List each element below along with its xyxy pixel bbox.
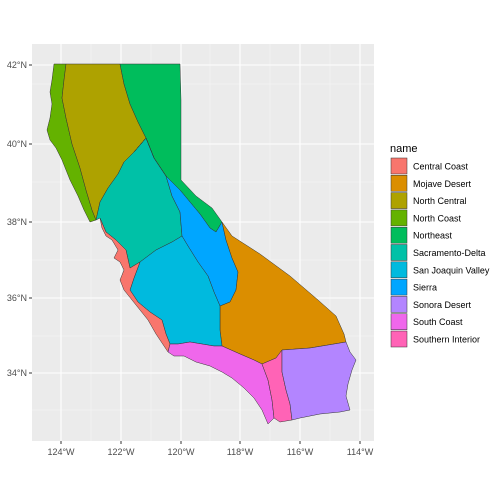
legend: name Central Coast Mojave Desert North Cen… [390,143,490,348]
region-central-coast [99,217,171,353]
y-axis: 34°N 36°N 38°N 40°N 42°N [7,60,32,378]
legend-key [390,175,408,192]
legend-label: Southern Interior [413,335,480,345]
region-sonora-desert [281,341,357,421]
legend-title: name [390,143,418,155]
legend-key [390,261,408,279]
x-tick-label: 122°W [107,447,135,457]
california-regions [46,63,357,425]
x-axis: 124°W 122°W 120°W 118°W 116°W 114°W [47,441,374,457]
legend-key [390,330,408,348]
legend-label: Sierra [413,283,437,293]
x-tick-label: 120°W [167,447,195,457]
legend-key [390,278,408,296]
y-tick-label: 40°N [7,139,27,149]
legend-label: North Coast [413,213,462,223]
x-tick-label: 124°W [47,447,75,457]
legend-label: Northeast [413,231,453,241]
legend-key [390,209,408,227]
legend-key [390,192,408,209]
legend-label: Sonora Desert [413,300,472,310]
x-tick-label: 114°W [347,447,374,457]
legend-key [390,313,408,330]
x-tick-label: 116°W [287,447,314,457]
x-tick-label: 118°W [227,447,254,457]
legend-key [390,244,408,261]
legend-key [390,296,408,313]
legend-key [390,226,408,244]
legend-label: South Coast [413,317,463,327]
y-tick-label: 36°N [7,293,27,303]
legend-key [390,157,408,175]
legend-label: Sacramento-Delta [413,248,486,258]
legend-label: Mojave Desert [413,179,472,189]
legend-label: Central Coast [413,162,469,172]
y-tick-label: 42°N [7,60,27,70]
legend-label: North Central [413,196,467,206]
y-tick-label: 34°N [7,368,27,378]
legend-items: Central Coast Mojave Desert North Central N… [390,157,490,348]
y-tick-label: 38°N [7,217,27,227]
legend-label: San Joaquin Valley [413,265,490,275]
